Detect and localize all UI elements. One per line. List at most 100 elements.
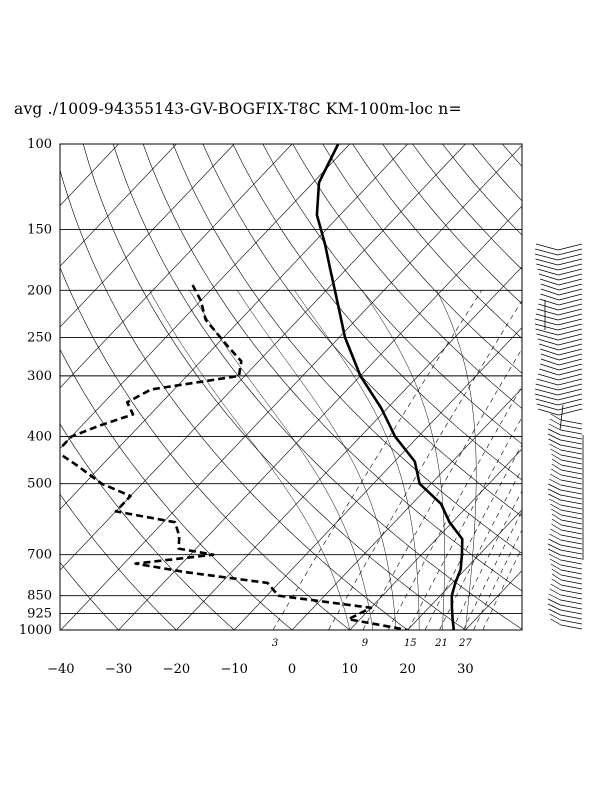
isotherm	[60, 144, 235, 328]
pressure-tick-label: 500	[27, 477, 52, 492]
wind-barb	[547, 543, 561, 551]
wind-barb	[560, 419, 583, 425]
wind-barb	[558, 268, 583, 276]
isotherm	[118, 205, 522, 630]
mixing-ratio-labels: 3 9 15 21 27	[272, 638, 473, 649]
wind-barb	[540, 353, 560, 361]
wind-barb	[536, 333, 559, 341]
wind-barb	[550, 618, 562, 626]
wind-barb	[557, 393, 583, 401]
wind-barb	[557, 398, 583, 406]
wind-barb	[535, 383, 559, 391]
temperature-tick-label: 20	[399, 662, 416, 677]
mixing-ratio-line	[387, 385, 522, 630]
wind-barb	[538, 303, 559, 311]
wind-barb	[558, 303, 583, 311]
wind-barb	[560, 514, 583, 520]
isobars	[60, 143, 522, 631]
isotherm	[349, 448, 522, 630]
wind-barb	[557, 318, 583, 326]
wind-barb	[561, 584, 583, 590]
pressure-tick-label: 700	[27, 548, 52, 563]
temperature-profile	[315, 144, 464, 630]
wind-barb	[560, 614, 583, 620]
mixing-ratio-line	[463, 510, 522, 630]
mixing-ratio-label: 27	[458, 638, 472, 649]
wind-barb	[537, 268, 559, 276]
wind-barb	[539, 298, 559, 306]
wind-barb	[560, 504, 583, 510]
wind-barb	[560, 509, 583, 515]
wind-barb	[560, 494, 583, 500]
wind-barb	[550, 563, 562, 571]
wind-barb	[549, 613, 561, 621]
wind-barb	[540, 363, 559, 371]
pressure-tick-label: 850	[27, 589, 52, 604]
background-lines	[0, 144, 612, 630]
mixing-ratio-line	[408, 416, 522, 630]
wind-barb	[560, 479, 583, 485]
mixing-ratio-line	[272, 290, 482, 630]
wind-barb	[549, 418, 561, 426]
wind-barb	[534, 388, 558, 396]
wind-barb	[535, 313, 559, 321]
wind-barb	[558, 278, 583, 286]
wind-barb	[560, 429, 583, 435]
temperature-axis: −40 −30 −20 −10 0 10 20 30	[47, 662, 474, 677]
wind-barb	[557, 258, 583, 266]
wind-barb	[557, 383, 583, 391]
wind-barb	[561, 464, 583, 470]
wind-barb	[547, 488, 561, 496]
wind-barb	[548, 423, 561, 431]
wind-barb	[539, 368, 559, 376]
wind-barb	[561, 529, 583, 535]
isotherm	[0, 144, 3, 630]
wind-barb	[560, 539, 583, 545]
wind-barbs	[534, 243, 584, 630]
pressure-tick-label: 925	[27, 607, 52, 622]
mixing-ratio-label: 9	[362, 638, 369, 649]
wind-barb	[560, 564, 583, 570]
pressure-tick-label: 300	[27, 369, 52, 384]
wind-barb	[561, 519, 583, 525]
wind-barb	[560, 619, 583, 625]
wind-barb	[548, 608, 561, 616]
dry-adiabat	[412, 144, 522, 270]
wind-barb	[535, 243, 559, 251]
pressure-tick-label: 1000	[19, 623, 52, 638]
wind-barb	[560, 544, 583, 550]
dry-adiabat	[60, 561, 119, 630]
wind-barb	[540, 358, 560, 366]
wind-barb	[551, 463, 562, 471]
dry-adiabat	[502, 144, 522, 167]
wind-barb	[561, 469, 583, 475]
wind-barb	[547, 603, 561, 611]
mixing-ratio-line	[451, 490, 522, 630]
wind-barb	[560, 594, 583, 600]
wind-barb	[539, 343, 559, 351]
wind-barb	[558, 273, 583, 281]
isotherm	[60, 144, 177, 267]
mixing-ratio-line	[473, 529, 522, 630]
wind-barb	[557, 323, 583, 331]
wind-barb	[535, 328, 558, 336]
wind-barb	[560, 609, 583, 615]
dry-adiabat	[142, 144, 522, 592]
isotherm	[581, 144, 612, 630]
wind-barb	[560, 554, 583, 560]
wind-barb	[551, 568, 562, 576]
pressure-tick-label: 150	[27, 223, 52, 238]
wind-barb	[551, 578, 562, 586]
wind-barb	[560, 484, 583, 490]
wind-barb	[560, 599, 583, 605]
wind-barb	[547, 428, 561, 436]
moist-adiabat	[237, 290, 397, 630]
wind-barb	[561, 459, 583, 465]
pressure-tick-label: 400	[27, 430, 52, 445]
moist-adiabat	[294, 290, 420, 630]
wind-barb	[540, 288, 560, 296]
wind-barb	[537, 408, 559, 416]
wind-barb	[534, 323, 558, 331]
moist-adiabat	[436, 290, 477, 630]
